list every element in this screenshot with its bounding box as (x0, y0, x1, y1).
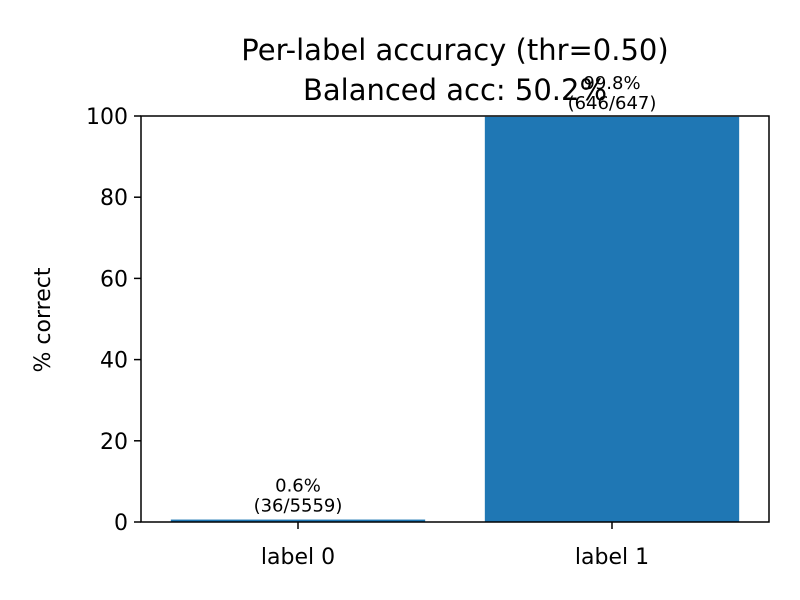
y-tick-label: 0 (114, 511, 128, 536)
y-tick-label: 100 (86, 105, 128, 130)
data-labels: 0.6%(36/5559) 99.8%(646/647) (254, 73, 657, 517)
x-tick-label: label 0 (261, 545, 335, 570)
x-axis-ticks: label 0 label 1 (261, 522, 649, 570)
bars (170, 116, 740, 522)
y-axis-label: % correct (31, 267, 56, 372)
data-label-count: (36/5559) (254, 496, 343, 517)
data-label-count: (646/647) (568, 93, 657, 114)
y-axis-ticks: 0 20 40 60 80 100 (86, 105, 141, 536)
y-tick-label: 40 (100, 349, 128, 374)
y-tick-label: 20 (100, 430, 128, 455)
chart-title: Per-label accuracy (thr=0.50) (241, 33, 668, 67)
data-label-percent: 99.8% (583, 73, 640, 94)
bar (484, 116, 740, 522)
y-tick-label: 80 (100, 186, 128, 211)
y-tick-label: 60 (100, 267, 128, 292)
plot-frame (140, 115, 770, 523)
chart-subtitle: Balanced acc: 50.2% (303, 73, 607, 107)
data-label-percent: 0.6% (275, 476, 321, 497)
x-tick-label: label 1 (575, 545, 649, 570)
bar (170, 519, 426, 522)
